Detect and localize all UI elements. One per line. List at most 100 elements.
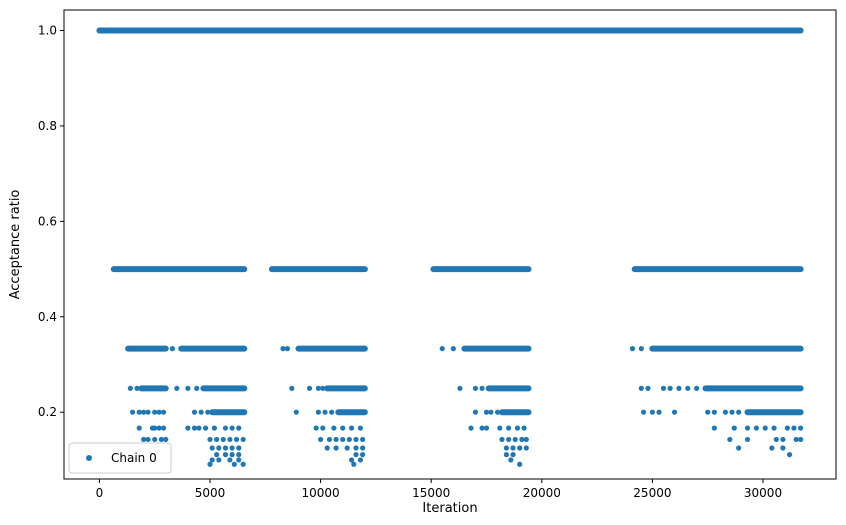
data-point: [360, 452, 366, 458]
legend-marker: [86, 455, 92, 461]
data-point: [472, 409, 479, 415]
data-point: [236, 445, 242, 451]
data-point: [483, 409, 490, 415]
data-point: [786, 452, 793, 458]
data-point: [521, 425, 527, 431]
data-point: [780, 445, 786, 451]
data-point: [351, 461, 357, 467]
data-point: [667, 385, 673, 391]
data-point: [769, 445, 775, 451]
data-point: [174, 385, 180, 391]
data-point: [711, 425, 717, 431]
data-point: [494, 409, 501, 415]
data-point: [523, 436, 529, 443]
data-point: [136, 425, 142, 431]
data-point: [326, 436, 333, 443]
data-point: [152, 436, 158, 443]
x-tick-label: 15000: [412, 486, 450, 500]
data-point: [340, 436, 346, 443]
data-point: [236, 425, 242, 431]
data-point: [191, 425, 198, 431]
x-tick-label: 25000: [633, 486, 671, 500]
data-point: [229, 425, 235, 431]
y-tick-label: 0.8: [38, 119, 57, 133]
data-point: [222, 445, 229, 451]
data-point: [671, 409, 678, 415]
x-tick-label: 30000: [744, 486, 782, 500]
legend-box: [68, 442, 172, 474]
data-point: [472, 385, 479, 391]
y-tick-label: 0.6: [38, 214, 57, 228]
data-point: [519, 436, 525, 443]
data-point: [127, 385, 133, 391]
y-tick-label: 1.0: [38, 24, 57, 38]
data-point: [744, 425, 751, 431]
y-tick-label: 0.4: [38, 310, 57, 324]
data-point: [780, 436, 786, 443]
x-axis-ticks: 0 5000 10000 15000 20000 25000 30000: [96, 479, 782, 500]
data-point: [357, 425, 364, 431]
data-point: [638, 385, 644, 391]
data-point: [227, 436, 233, 443]
data-point: [209, 445, 215, 451]
data-point: [694, 385, 700, 391]
data-point: [517, 461, 523, 467]
data-point: [329, 409, 335, 415]
data-point: [512, 436, 518, 443]
data-point: [348, 457, 355, 463]
data-point: [353, 436, 359, 443]
data-point: [736, 445, 742, 451]
data-point: [510, 452, 516, 458]
data-point: [315, 385, 321, 391]
data-point: [152, 425, 158, 431]
data-point: [711, 409, 717, 415]
data-point: [233, 436, 240, 443]
data-point: [744, 436, 751, 443]
data-point: [196, 425, 202, 431]
data-point: [160, 425, 167, 431]
data-point: [198, 409, 204, 415]
data-point: [798, 436, 804, 443]
data-point: [506, 436, 512, 443]
data-point: [229, 452, 235, 458]
data-point: [317, 436, 324, 443]
data-point: [236, 452, 242, 458]
data-point: [284, 346, 291, 352]
data-point: [344, 445, 350, 451]
data-point: [216, 457, 222, 463]
data-point: [793, 436, 799, 443]
data-point: [209, 457, 215, 463]
x-tick-label: 20000: [523, 486, 561, 500]
data-point: [211, 425, 218, 431]
data-point: [216, 445, 222, 451]
data-point: [784, 425, 790, 431]
data-point: [158, 436, 164, 443]
data-point: [705, 409, 711, 415]
data-point: [145, 436, 151, 443]
data-point: [134, 385, 140, 391]
data-point: [214, 452, 220, 458]
data-point: [214, 436, 220, 443]
data-point: [353, 452, 359, 458]
data-point: [360, 445, 366, 451]
data-point: [479, 425, 485, 431]
data-point: [508, 457, 514, 463]
data-point: [729, 409, 735, 415]
data-point: [156, 409, 162, 415]
legend-label: Chain 0: [111, 451, 157, 465]
data-point: [629, 346, 636, 352]
x-tick-label: 10000: [302, 486, 340, 500]
data-point: [722, 409, 728, 415]
data-point: [762, 425, 768, 431]
data-point: [145, 409, 151, 415]
data-point: [191, 409, 198, 415]
plot-area: [63, 9, 837, 480]
data-point: [331, 425, 337, 431]
data-point: [207, 436, 213, 443]
data-point: [229, 445, 235, 451]
data-point: [136, 409, 142, 415]
data-point: [156, 425, 162, 431]
data-point: [499, 436, 505, 443]
data-point: [280, 346, 286, 352]
data-point: [320, 425, 326, 431]
